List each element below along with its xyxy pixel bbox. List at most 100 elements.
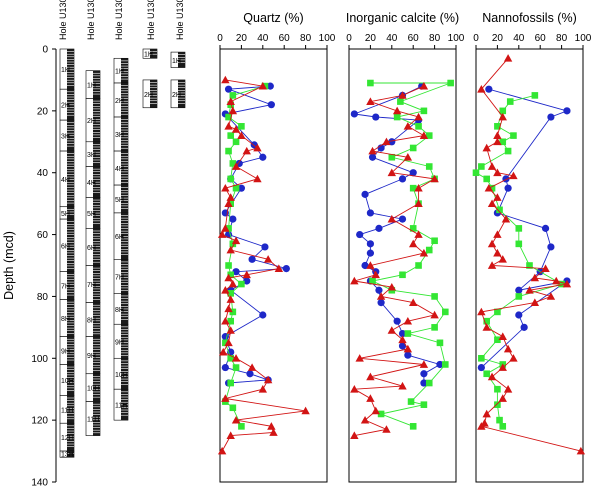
data-point [227, 175, 234, 183]
data-point [552, 276, 561, 285]
core-recovery [67, 49, 74, 90]
data-point [350, 431, 359, 439]
data-point [267, 422, 276, 430]
core-label: 1H [144, 52, 153, 59]
data-point [398, 342, 407, 350]
core-interval: 9H [113, 323, 129, 359]
series [350, 81, 439, 439]
core-label: 13H [61, 451, 74, 458]
core-interval: 6H [113, 212, 129, 260]
data-point [392, 106, 402, 115]
data-point [487, 261, 497, 269]
data-point [229, 404, 237, 412]
data-point [261, 243, 269, 251]
data-point [356, 230, 364, 239]
hole-core-stratigraphy: 0 20 40 60 80 100 120 140 Depth (mcd) Hole U1302A… [2, 0, 186, 489]
data-point [388, 153, 396, 161]
data-point [221, 224, 230, 232]
data-point [231, 162, 241, 170]
core-interval: 7H [113, 259, 129, 294]
core-label: 5H [61, 211, 70, 218]
data-point [243, 277, 251, 285]
data-point [409, 239, 418, 248]
data-point [377, 299, 385, 307]
data-point [372, 113, 380, 121]
core-interval: 1H [59, 48, 75, 90]
core-label: 11H [115, 403, 127, 410]
data-point [403, 344, 413, 353]
data-point [562, 279, 572, 288]
data-point [224, 199, 233, 208]
core-label: 7H [115, 274, 124, 281]
depth-axis-label: Depth (mcd) [2, 231, 16, 300]
core-interval: 6H [59, 218, 75, 272]
core-label: 5H [115, 197, 124, 204]
hole-title: Hole U1302C [114, 0, 124, 40]
data-point [483, 317, 490, 325]
x-tick-label: 40 [257, 33, 269, 44]
data-point [420, 107, 428, 115]
data-point [409, 298, 418, 306]
core-interval: 1H [85, 70, 101, 99]
core-label: 6H [87, 245, 96, 252]
data-point [366, 240, 374, 248]
series-line [352, 85, 442, 383]
core-label: 6H [61, 243, 70, 250]
core-recovery [93, 373, 100, 402]
core-recovery [93, 70, 100, 99]
depth-tick-label: 120 [31, 416, 48, 427]
data-point [493, 168, 502, 177]
data-point [484, 183, 494, 192]
x-tick-label: 0 [217, 33, 223, 44]
data-point [509, 354, 518, 362]
data-point [228, 106, 238, 115]
data-point [496, 416, 503, 424]
data-point [267, 101, 275, 109]
data-point [221, 286, 230, 294]
core-label: 2H [144, 92, 153, 99]
data-point [242, 146, 251, 155]
core-label: 1H [115, 69, 124, 76]
core-interval: 4H [59, 150, 75, 208]
data-point [253, 143, 262, 152]
core-recovery [67, 423, 74, 452]
data-point [366, 209, 374, 217]
core-label: 4H [61, 177, 70, 184]
hole-title: Hole U1302D [146, 0, 156, 40]
data-point [487, 372, 497, 381]
data-point [387, 214, 396, 223]
data-point [477, 422, 486, 430]
data-point [238, 123, 245, 130]
core-recovery [121, 185, 128, 213]
data-point [375, 224, 383, 232]
core-recovery [67, 336, 74, 365]
data-point [420, 379, 428, 387]
data-point [242, 270, 251, 279]
data-point [515, 286, 523, 294]
series [350, 82, 444, 387]
data-point [530, 273, 540, 282]
data-point [226, 245, 235, 254]
core-recovery [67, 151, 74, 207]
data-point [355, 354, 364, 362]
data-point [563, 107, 571, 115]
data-point [425, 246, 433, 254]
data-point [399, 271, 406, 279]
data-point [487, 199, 497, 208]
core-interval: 11H [59, 395, 75, 424]
data-point [227, 379, 234, 387]
core-recovery [93, 336, 100, 374]
data-point [237, 131, 246, 139]
data-point [366, 394, 375, 402]
data-point [224, 304, 233, 313]
core-interval: 9H [59, 336, 75, 365]
core-label: 11H [61, 407, 73, 414]
data-point [436, 339, 444, 347]
data-point [515, 293, 523, 300]
data-point [393, 317, 401, 325]
data-point [404, 330, 412, 337]
data-point [248, 255, 256, 263]
data-point [232, 364, 240, 371]
core-recovery [67, 299, 74, 337]
data-point [375, 286, 383, 294]
